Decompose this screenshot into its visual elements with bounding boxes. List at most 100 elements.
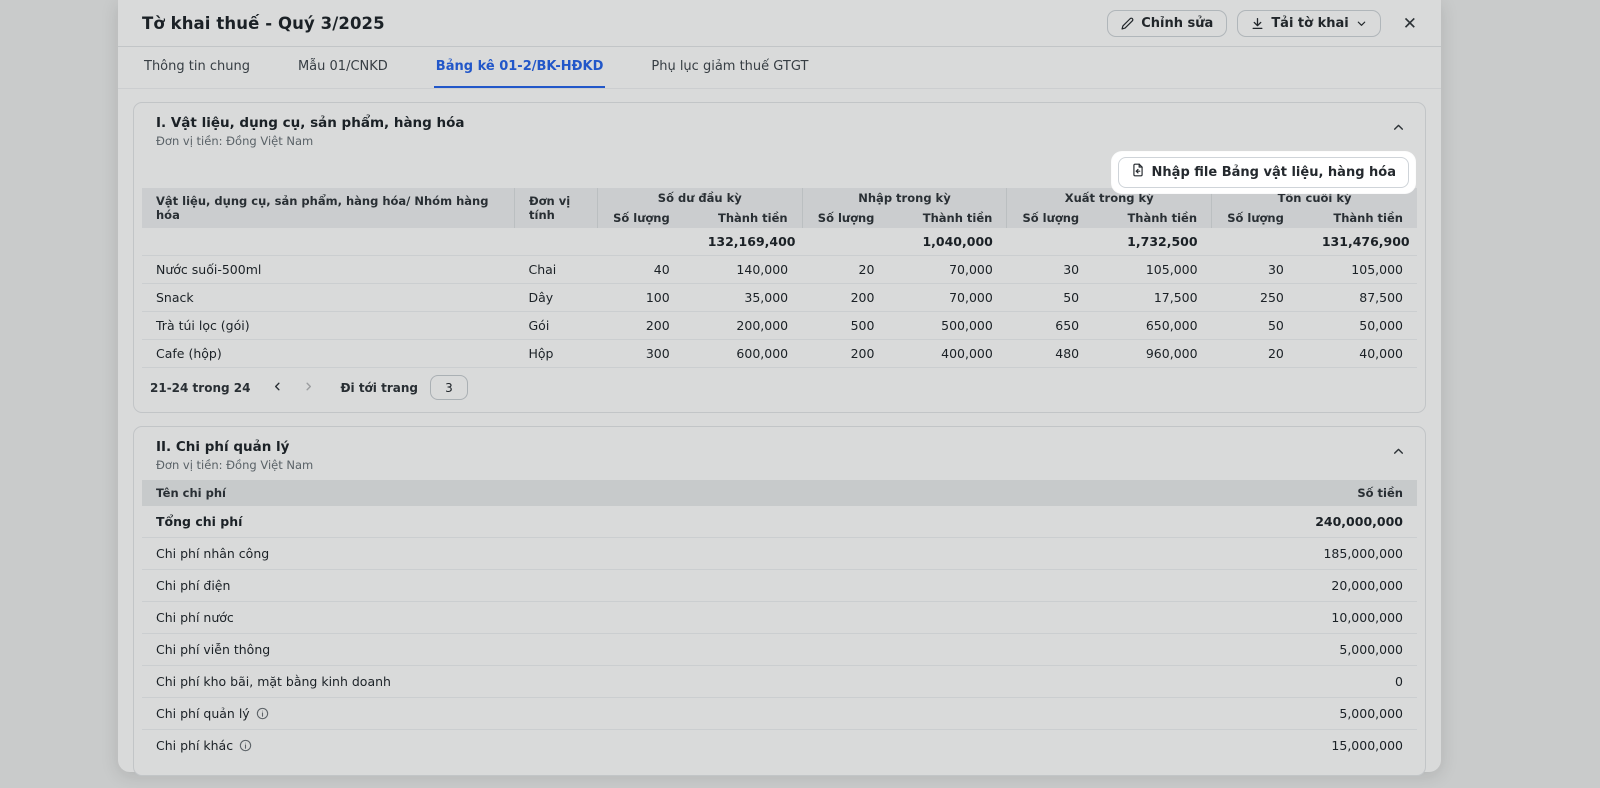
pagination: 21-24 trong 24 Đi tới trang (134, 368, 1425, 412)
item-name-cell: Trà túi lọc (gói) (142, 311, 515, 340)
expenses-table-header: Tên chi phí Số tiền (142, 480, 1417, 506)
expense-row: Chi phí viễn thông 5,000,000 (142, 634, 1417, 666)
collapse-section-expenses[interactable] (1388, 441, 1409, 465)
download-icon (1251, 17, 1264, 30)
section-title: I. Vật liệu, dụng cụ, sản phẩm, hàng hóa (156, 115, 465, 131)
table-row: Nước suối-500ml Chai 40 140,000 20 70,000 30 10… (142, 255, 1417, 284)
amount-cell: 105,000 (1103, 255, 1212, 284)
expense-amount: 5,000,000 (1339, 706, 1403, 721)
qty-cell: 250 (1211, 283, 1308, 312)
section-expenses: II. Chi phí quản lý Đơn vị tiền: Đồng Vi… (133, 426, 1426, 776)
col-subheader-qty: Số lượng (596, 208, 694, 228)
amount-cell: 105,000 (1307, 255, 1417, 284)
section-materials-header: I. Vật liệu, dụng cụ, sản phẩm, hàng hóa… (134, 103, 1425, 150)
qty-cell: 40 (597, 255, 694, 284)
col-subheader-amount: Thành tiền (898, 208, 1007, 228)
amount-cell: 960,000 (1103, 339, 1212, 368)
qty-cell: 30 (1006, 255, 1104, 284)
amount-cell: 70,000 (898, 283, 1007, 312)
amount-cell: 70,000 (898, 255, 1007, 284)
col-header-amount: Số tiền (1357, 486, 1403, 500)
info-icon[interactable] (239, 739, 252, 752)
tab-2[interactable]: Bảng kê 01-2/BK-HĐKD (433, 47, 606, 88)
amount-cell: 500,000 (898, 311, 1007, 340)
item-unit-cell: Chai (514, 255, 598, 284)
summary-out-amount: 1,732,500 (1103, 228, 1212, 256)
qty-cell: 500 (802, 311, 899, 340)
currency-note: Đơn vị tiền: Đồng Việt Nam (156, 134, 314, 148)
qty-cell: 480 (1006, 339, 1104, 368)
item-name-cell: Snack (142, 283, 515, 312)
summary-row: 132,169,400 1,040,000 1,732,500 131,476,… (142, 228, 1417, 256)
expense-amount: 10,000,000 (1331, 610, 1403, 625)
qty-cell: 20 (1211, 339, 1308, 368)
col-subheader-qty: Số lượng (1006, 208, 1104, 228)
amount-cell: 400,000 (898, 339, 1007, 368)
collapse-section-materials[interactable] (1388, 117, 1409, 141)
modal-header: Tờ khai thuế - Quý 3/2025 Chỉnh sửa Tải … (118, 0, 1441, 47)
col-subheader-qty: Số lượng (801, 208, 899, 228)
amount-cell: 600,000 (693, 339, 803, 368)
pagination-range: 21-24 trong 24 (150, 380, 251, 395)
materials-table-wrap: Vật liệu, dụng cụ, sản phẩm, hàng hóa/ N… (142, 188, 1417, 368)
chevron-up-icon (1392, 122, 1405, 137)
expense-name: Chi phí nước (156, 610, 234, 625)
expense-name: Chi phí viễn thông (156, 642, 271, 657)
table-row: Trà túi lọc (gói) Gói 200 200,000 500 500,000… (142, 311, 1417, 340)
tab-3[interactable]: Phụ lục giảm thuế GTGT (651, 59, 809, 74)
amount-cell: 17,500 (1103, 283, 1212, 312)
summary-closing-amount: 131,476,900 (1307, 228, 1417, 256)
import-materials-file-button[interactable]: Nhập file Bảng vật liệu, hàng hóa (1117, 157, 1409, 188)
amount-cell: 35,000 (693, 283, 803, 312)
qty-cell: 20 (802, 255, 899, 284)
pagination-prev-icon[interactable] (264, 378, 291, 397)
item-name-cell: Nước suối-500ml (142, 255, 515, 284)
expense-name: Chi phí điện (156, 578, 231, 593)
info-icon[interactable] (256, 707, 269, 720)
expense-name: Chi phí kho bãi, mặt bằng kinh doanh (156, 674, 391, 689)
download-declaration-button[interactable]: Tải tờ khai (1237, 9, 1381, 37)
col-subheader-amount: Thành tiền (693, 208, 803, 228)
section-expenses-header: II. Chi phí quản lý Đơn vị tiền: Đồng Vi… (134, 427, 1425, 474)
pagination-next-icon[interactable] (295, 378, 322, 397)
import-row: Nhập file Bảng vật liệu, hàng hóa (134, 152, 1425, 193)
pencil-icon (1121, 17, 1134, 30)
materials-table: Vật liệu, dụng cụ, sản phẩm, hàng hóa/ N… (142, 188, 1417, 368)
amount-cell: 50,000 (1307, 311, 1417, 340)
qty-cell: 200 (802, 283, 899, 312)
tax-declaration-modal: Tờ khai thuế - Quý 3/2025 Chỉnh sửa Tải … (118, 0, 1441, 776)
chevron-down-icon (1356, 18, 1367, 29)
qty-cell: 50 (1006, 283, 1104, 312)
close-icon[interactable]: ✕ (1399, 11, 1421, 36)
expense-amount: 240,000,000 (1315, 514, 1403, 529)
expense-row: Chi phí điện 20,000,000 (142, 570, 1417, 602)
item-unit-cell: Hộp (514, 339, 598, 368)
col-group-opening: Số dư đầu kỳ (596, 188, 803, 208)
tab-0[interactable]: Thông tin chung (144, 59, 250, 74)
item-unit-cell: Dây (514, 283, 598, 312)
expense-row: Tổng chi phí 240,000,000 (142, 506, 1417, 538)
header-actions: Chỉnh sửa Tải tờ khai ✕ (1107, 9, 1421, 37)
expense-name: Chi phí khác (156, 738, 252, 753)
item-name-cell: Cafe (hộp) (142, 339, 515, 368)
tab-1[interactable]: Mẫu 01/CNKD (297, 59, 388, 74)
qty-cell: 300 (597, 339, 694, 368)
item-unit-cell: Gói (514, 311, 598, 340)
qty-cell: 30 (1211, 255, 1308, 284)
qty-cell: 200 (597, 311, 694, 340)
tour-spotlight: Nhập file Bảng vật liệu, hàng hóa (1111, 152, 1415, 193)
expense-amount: 185,000,000 (1323, 546, 1403, 561)
amount-cell: 40,000 (1307, 339, 1417, 368)
expense-name: Chi phí nhân công (156, 546, 270, 561)
modal-content: I. Vật liệu, dụng cụ, sản phẩm, hàng hóa… (118, 89, 1441, 776)
expense-row: Chi phí nước 10,000,000 (142, 602, 1417, 634)
goto-page-input[interactable] (429, 375, 468, 400)
section-materials: I. Vật liệu, dụng cụ, sản phẩm, hàng hóa… (133, 102, 1426, 413)
summary-in-amount: 1,040,000 (898, 228, 1007, 256)
amount-cell: 87,500 (1307, 283, 1417, 312)
amount-cell: 140,000 (693, 255, 803, 284)
expense-name: Chi phí quản lý (156, 706, 269, 721)
expense-amount: 5,000,000 (1339, 642, 1403, 657)
edit-button[interactable]: Chỉnh sửa (1107, 9, 1228, 37)
col-header-expense-name: Tên chi phí (156, 486, 226, 500)
